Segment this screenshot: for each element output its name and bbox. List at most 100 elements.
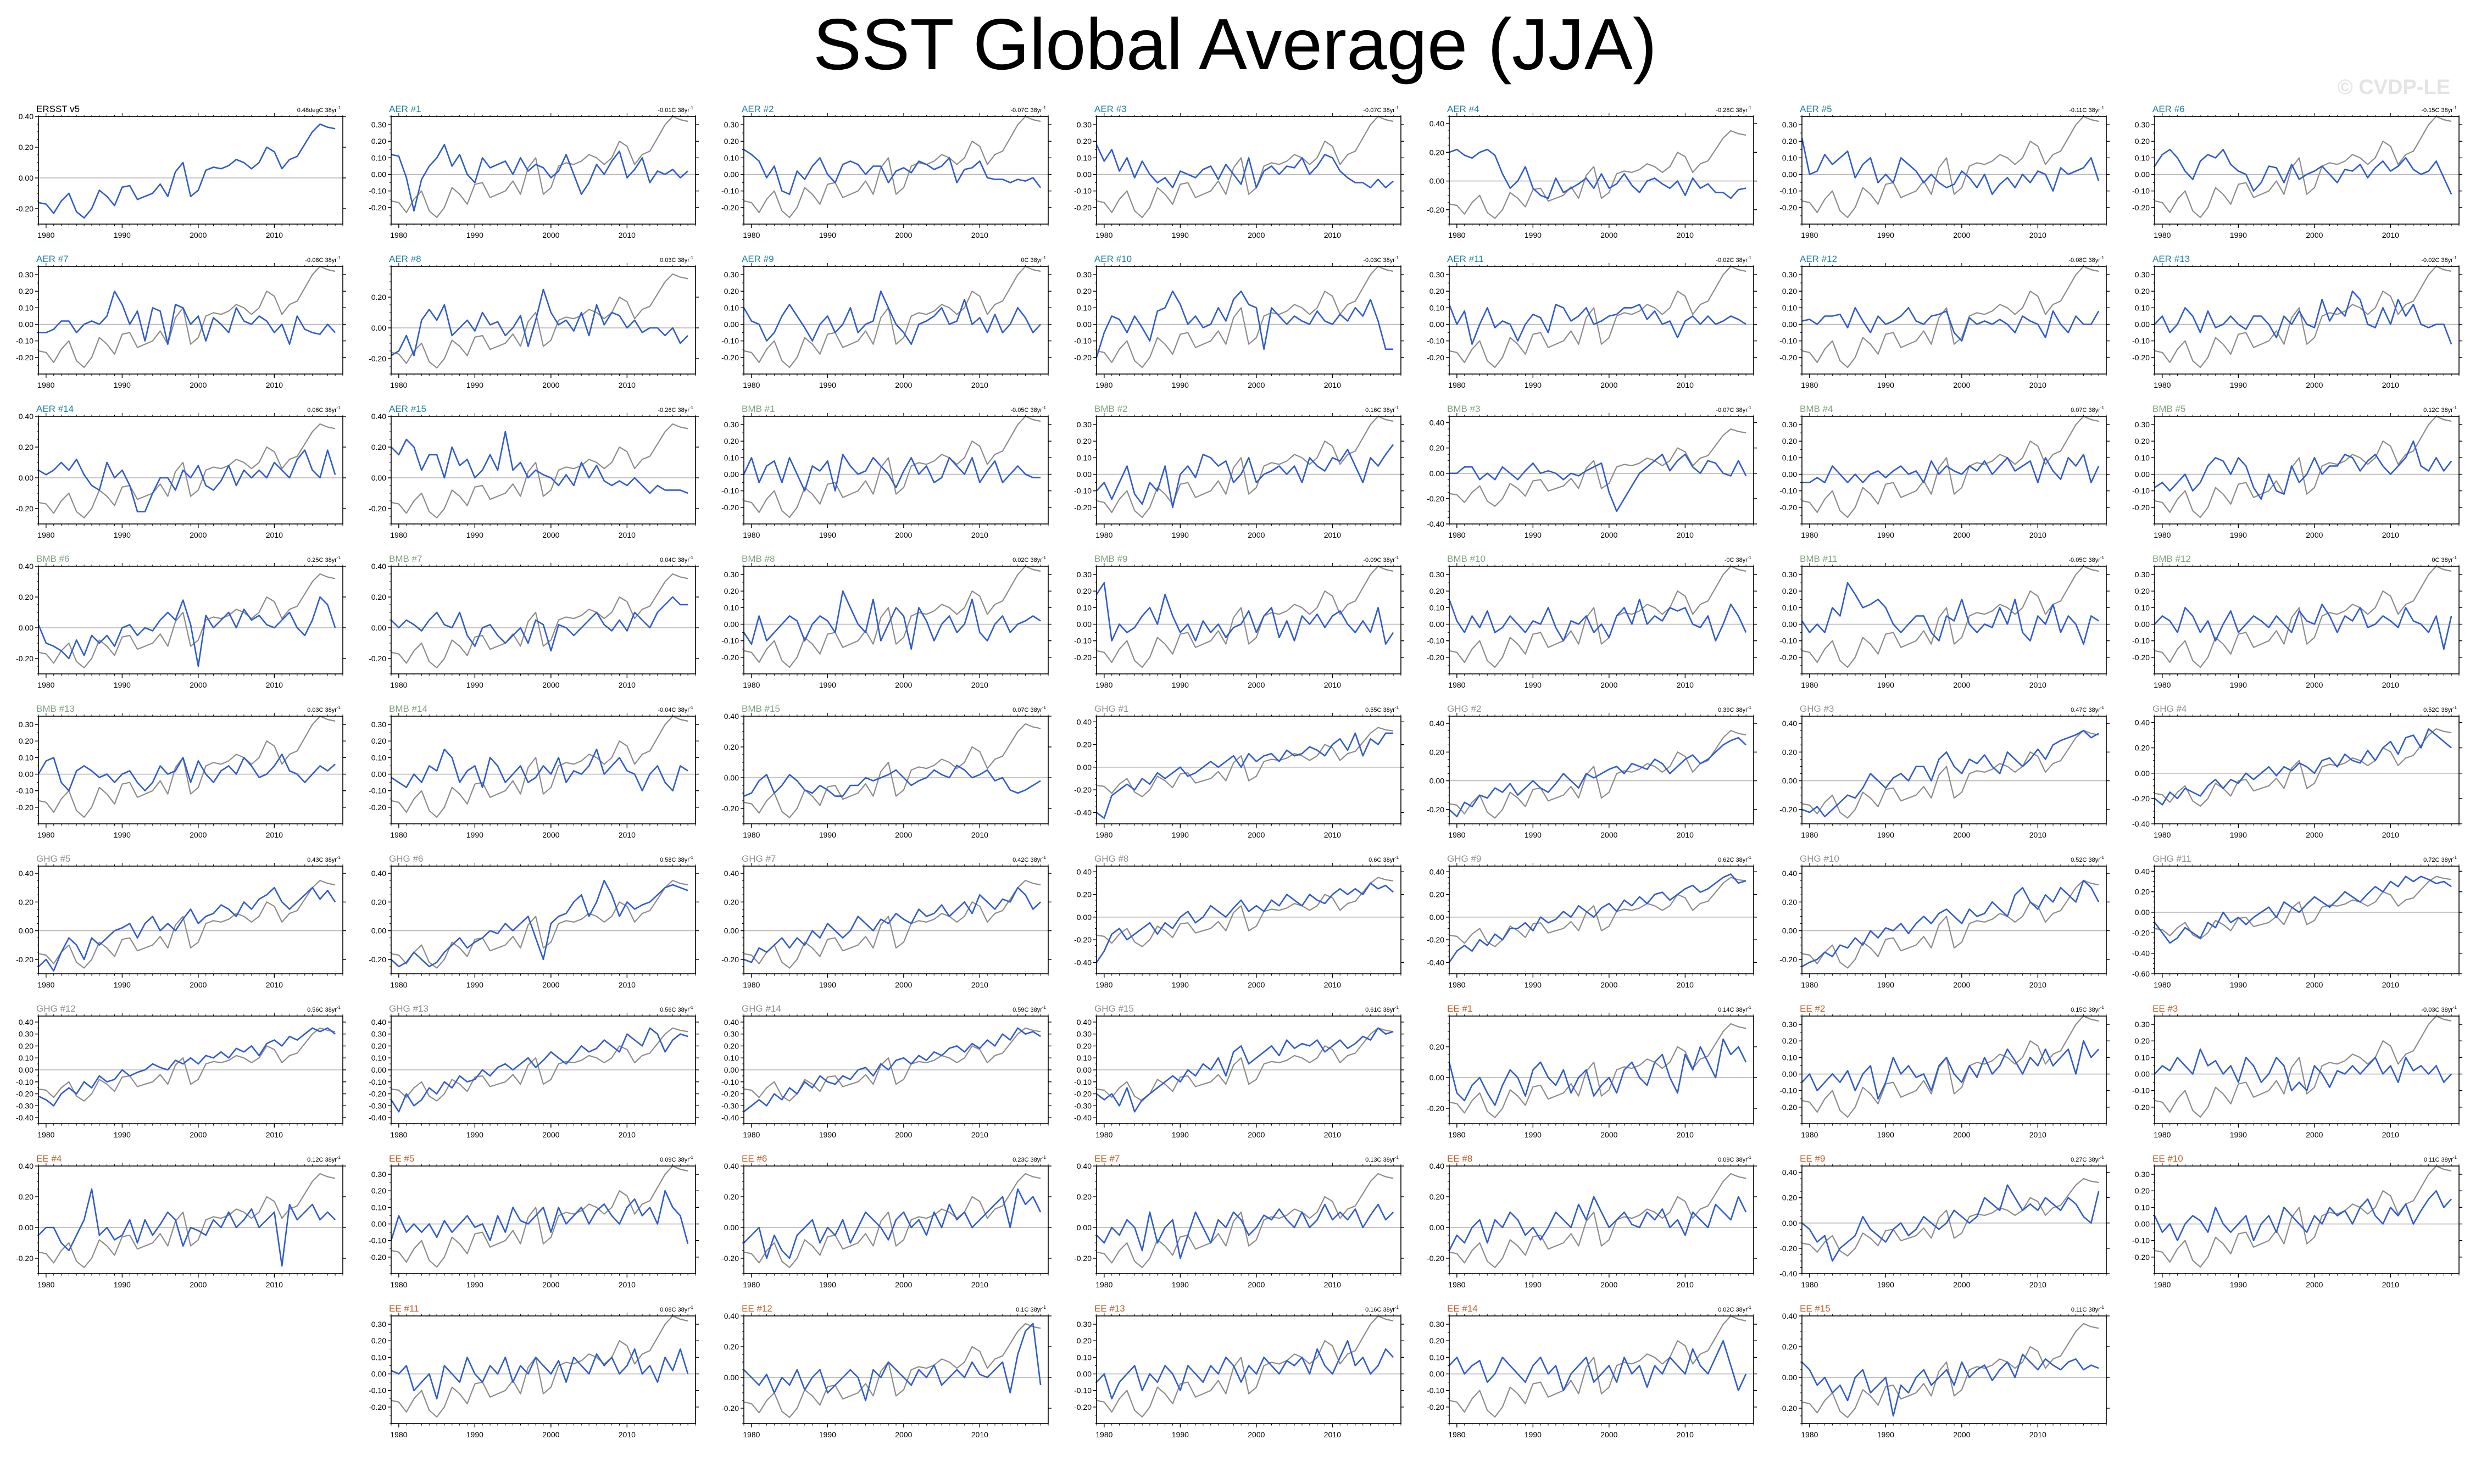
y-tick-label: 0.00 <box>1429 320 1444 329</box>
trend-exponent: -1 <box>1748 705 1752 710</box>
x-tick-label: 1980 <box>1448 531 1465 539</box>
trend-label: -0C 38yr-1 <box>1724 555 1752 564</box>
member-series-line <box>2154 149 2452 195</box>
plot-frame <box>1449 716 1754 824</box>
y-tick-label: 0.00 <box>724 320 739 329</box>
panel-label: BMB #10 <box>1447 554 1486 564</box>
plot-frame <box>743 866 1049 974</box>
member-series-line <box>37 596 336 667</box>
y-tick-label: 0.10 <box>371 753 386 762</box>
y-tick-label: 0.00 <box>724 470 739 479</box>
y-tick-label: -0.20 <box>2132 503 2150 512</box>
trend-label: -0.02C 38yr-1 <box>1716 255 1751 264</box>
member-series-line <box>391 749 688 791</box>
panel-label: AER #5 <box>1800 104 1832 114</box>
x-tick-label: 2010 <box>971 980 988 989</box>
x-tick-label: 1990 <box>1525 980 1542 989</box>
y-tick-label: -0.10 <box>369 187 386 196</box>
y-tick-label: -0.10 <box>1779 637 1797 645</box>
panel-label: AER #14 <box>36 404 74 414</box>
y-tick-label: 0.00 <box>724 927 739 935</box>
panel-aer-1: AER #1 -0.01C 38yr-1 0.30 0.20 0.10 0.00 -0.10… <box>369 104 699 239</box>
y-tick-label: -0.40 <box>2132 819 2150 828</box>
panel-label: AER #2 <box>742 104 774 114</box>
y-tick-label: 0.00 <box>1782 777 1797 785</box>
panel-bmb-3: BMB #3 -0.07C 38yr-1 0.40 0.20 0.00 -0.20 -0.4… <box>1427 404 1757 539</box>
panel-bmb-7: BMB #7 0.04C 38yr-1 0.40 0.20 0.00 -0.20 1980 1… <box>369 554 699 689</box>
trend-label: 0.52C 38yr-1 <box>2423 705 2457 713</box>
y-tick-label: 0.20 <box>1077 587 1092 595</box>
trend-label: -0.07C 38yr-1 <box>1363 105 1399 114</box>
y-tick-label: 0.30 <box>1782 420 1797 429</box>
y-tick-label: 0.00 <box>724 170 739 179</box>
x-tick-label: 2010 <box>2029 680 2046 689</box>
trend-label: 0.47C 38yr-1 <box>2071 705 2104 713</box>
x-tick-label: 2010 <box>971 231 988 239</box>
panel-label: BMB #14 <box>389 704 427 714</box>
panel-aer-2: AER #2 -0.07C 38yr-1 0.30 0.20 0.10 0.00 -0.10… <box>721 104 1052 239</box>
plot-frame <box>391 566 696 674</box>
panel-bmb-4: BMB #4 0.07C 38yr-1 0.30 0.20 0.10 0.00 -0.10 -… <box>1779 404 2110 539</box>
y-tick-label: 0.20 <box>1077 137 1092 146</box>
x-tick-label: 2010 <box>2029 830 2046 839</box>
x-tick-label: 2010 <box>1677 680 1694 689</box>
x-tick-label: 2000 <box>1600 531 1617 539</box>
x-tick-label: 2000 <box>1953 381 1970 389</box>
x-tick-label: 1990 <box>2230 531 2247 539</box>
member-series-line <box>2154 440 2452 500</box>
observed-series-line <box>1801 415 2099 518</box>
x-tick-label: 2010 <box>619 830 636 839</box>
panel-bmb-15: BMB #15 0.07C 38yr-1 0.40 0.20 0.00 -0.20 1980… <box>721 704 1052 839</box>
x-tick-label: 1990 <box>466 830 483 839</box>
y-tick-label: 0.20 <box>19 737 34 745</box>
x-tick-label: 1980 <box>743 231 760 239</box>
plot-frame <box>391 116 696 225</box>
observed-series-line <box>391 423 688 518</box>
trend-label: -0.08C 38yr-1 <box>2068 255 2104 264</box>
trend-label: 0.48degC 38yr-1 <box>297 105 341 114</box>
trend-exponent: -1 <box>2453 555 2457 560</box>
y-tick-label: 0.00 <box>19 473 34 482</box>
observed-series-line <box>1096 115 1394 218</box>
y-tick-label: -0.20 <box>1427 935 1444 944</box>
x-tick-label: 1990 <box>114 680 131 689</box>
y-tick-label: 0.20 <box>1077 740 1092 749</box>
member-series-line <box>391 596 688 652</box>
x-tick-label: 2000 <box>1600 980 1617 989</box>
observed-series-line <box>1449 130 1746 219</box>
trend-exponent: -1 <box>337 705 341 710</box>
x-tick-label: 1990 <box>819 980 836 989</box>
y-tick-label: -0.20 <box>1427 653 1444 662</box>
x-tick-label: 2010 <box>619 381 636 389</box>
y-tick-label: 0.00 <box>371 623 386 632</box>
panel-label: BMB #13 <box>36 704 75 714</box>
trend-exponent: -1 <box>337 555 341 560</box>
panel-label: ERSST v5 <box>36 104 80 114</box>
observed-series-line <box>1801 565 2099 668</box>
y-tick-label: 0.30 <box>1782 120 1797 129</box>
x-tick-label: 2000 <box>1248 531 1265 539</box>
x-tick-label: 1990 <box>1172 980 1189 989</box>
panel-label: BMB #11 <box>1800 554 1838 564</box>
observed-series-line <box>1449 265 1746 368</box>
panel-label: AER #3 <box>1094 104 1127 114</box>
y-tick-label: -0.20 <box>1779 353 1797 362</box>
x-tick-label: 1990 <box>466 680 483 689</box>
y-tick-label: 0.30 <box>1077 270 1092 279</box>
y-tick-label: -0.20 <box>16 204 34 213</box>
panel-aer-12: AER #12 -0.08C 38yr-1 0.30 0.20 0.10 0.00 -0.1… <box>1779 254 2110 389</box>
y-tick-label: 0.00 <box>1429 469 1444 478</box>
y-tick-label: -0.10 <box>721 487 739 495</box>
observed-series-line <box>391 115 688 218</box>
x-tick-label: 1990 <box>114 830 131 839</box>
x-tick-label: 2000 <box>1953 531 1970 539</box>
trend-exponent: -1 <box>1042 855 1047 860</box>
y-tick-label: 0.30 <box>2135 570 2150 579</box>
member-series-line <box>37 754 336 791</box>
y-tick-label: 0.10 <box>19 303 34 312</box>
x-tick-label: 1980 <box>1095 680 1112 689</box>
y-tick-label: 0.40 <box>1429 419 1444 427</box>
x-tick-label: 1980 <box>2154 531 2171 539</box>
panel-aer-13: AER #13 -0.02C 38yr-1 0.30 0.20 0.10 0.00 -0.1… <box>2132 254 2462 389</box>
y-tick-label: 0.10 <box>2135 303 2150 312</box>
